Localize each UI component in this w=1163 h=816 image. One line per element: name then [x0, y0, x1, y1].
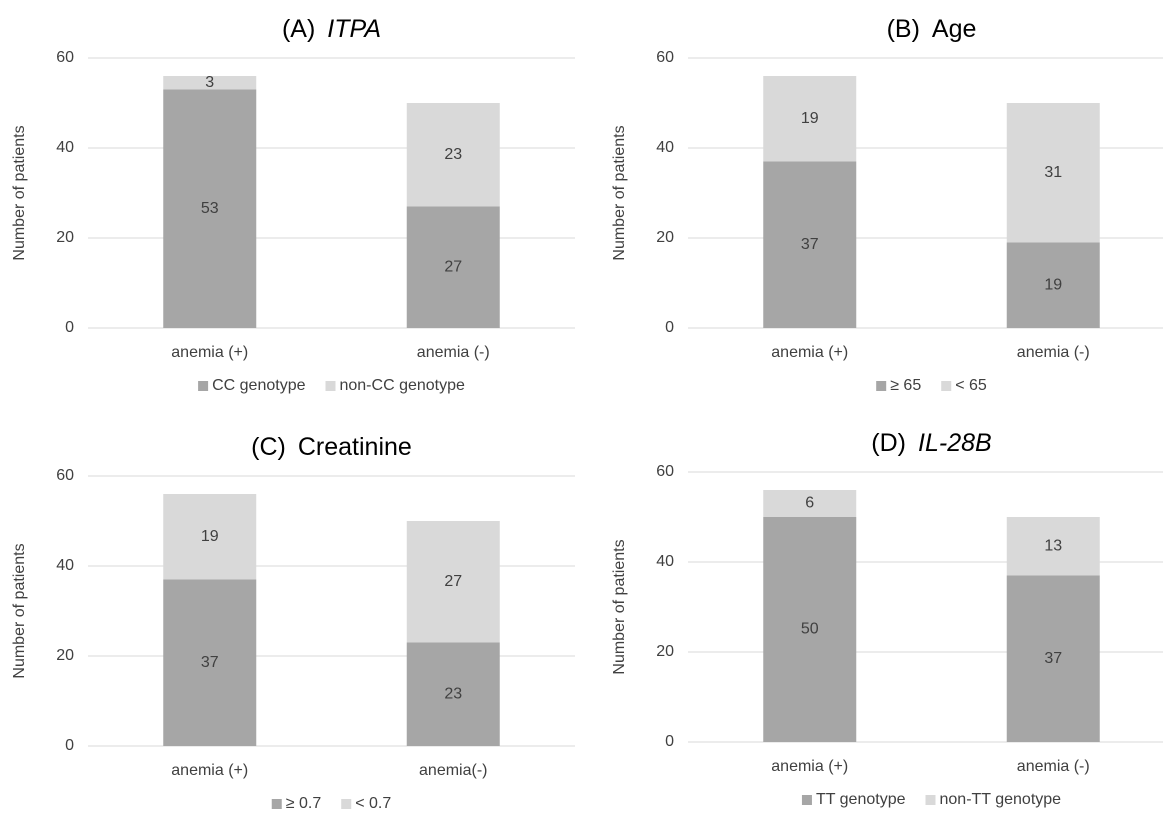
chart-title: (A) ITPA [282, 15, 381, 43]
legend-label: CC genotype [212, 377, 305, 394]
legend: CC genotype non-CC genotype [198, 377, 465, 394]
legend-label: TT genotype [816, 791, 906, 808]
chart-title: (D) IL-28B [871, 429, 991, 457]
x-tick-label: anemia (+) [771, 344, 848, 361]
chart-title: (C) Creatinine [251, 433, 412, 461]
x-tick-label: anemia (+) [771, 758, 848, 775]
legend: TT genotype non-TT genotype [801, 791, 1061, 808]
legend-label: ≥ 0.7 [286, 795, 322, 812]
x-tick-label: anemia(-) [419, 762, 487, 779]
y-axis-label: Number of patients [11, 543, 28, 678]
y-axis-label: Number of patients [611, 125, 628, 260]
legend-label: ≥ 65 [890, 377, 921, 394]
title-text: IL-28B [918, 429, 992, 457]
legend: ≥ 0.7 < 0.7 [271, 795, 391, 812]
legend-swatch [198, 381, 209, 391]
legend-swatch [925, 795, 936, 805]
data-label: 53 [201, 200, 219, 217]
data-label: 19 [801, 110, 819, 127]
bar-segment [163, 494, 257, 580]
panel-label: (D) [871, 429, 906, 457]
bar-segment [406, 642, 500, 746]
x-tick-label: anemia (+) [171, 344, 248, 361]
bar-segment [763, 490, 857, 517]
panel-label: (C) [251, 433, 286, 461]
bar-segment [1006, 575, 1100, 742]
y-tick-label: 60 [56, 49, 74, 66]
legend-label: non-TT genotype [939, 791, 1061, 808]
bar-segment [406, 103, 500, 207]
bar-segment [1006, 242, 1100, 328]
y-tick-label: 40 [656, 553, 674, 570]
y-axis-label: Number of patients [11, 125, 28, 260]
legend-swatch [271, 799, 282, 809]
chart-panel: (D) IL-28B Number of patients 0 20 40 60 anemia… [611, 429, 1163, 808]
data-label: 19 [201, 528, 219, 545]
y-tick-label: 0 [65, 319, 74, 336]
data-label: 19 [1044, 276, 1062, 293]
title-text: Creatinine [298, 433, 412, 461]
legend-label: non-CC genotype [339, 377, 465, 394]
legend-swatch [325, 381, 336, 391]
title-text: Age [932, 15, 976, 43]
panel-label: (A) [282, 15, 315, 43]
y-tick-label: 0 [65, 737, 74, 754]
y-axis-label: Number of patients [611, 539, 628, 674]
x-tick-label: anemia (-) [417, 344, 490, 361]
panel-label: (B) [887, 15, 920, 43]
y-tick-label: 0 [665, 733, 674, 750]
data-label: 37 [801, 236, 819, 253]
legend-label: < 65 [955, 377, 987, 394]
y-tick-label: 40 [56, 139, 74, 156]
y-tick-label: 0 [665, 319, 674, 336]
bar-segment [763, 76, 857, 162]
legend: ≥ 65 < 65 [876, 377, 987, 394]
legend-swatch [941, 381, 952, 391]
legend-swatch [876, 381, 887, 391]
data-label: 23 [444, 146, 462, 163]
bar-segment [763, 161, 857, 328]
data-label: 31 [1044, 164, 1062, 181]
title-text: ITPA [327, 15, 381, 43]
y-tick-label: 20 [656, 643, 674, 660]
data-label: 3 [205, 74, 214, 91]
bar-segment [406, 206, 500, 328]
data-label: 13 [1044, 537, 1062, 554]
y-tick-label: 60 [656, 463, 674, 480]
data-label: 37 [201, 654, 219, 671]
chart-panel: (B) Age Number of patients 0 20 40 60 anemia (+… [611, 15, 1163, 394]
y-tick-label: 40 [656, 139, 674, 156]
chart-panel: (C) Creatinine Number of patients 0 20 40 60 an… [11, 433, 575, 812]
data-label: 27 [444, 573, 462, 590]
x-tick-label: anemia (+) [171, 762, 248, 779]
x-tick-label: anemia (-) [1017, 758, 1090, 775]
bar-segment [1006, 517, 1100, 576]
legend-swatch [801, 795, 812, 805]
data-label: 27 [444, 258, 462, 275]
legend-swatch [341, 799, 352, 809]
chart-panel: (A) ITPA Number of patients 0 20 40 60 anemia (… [11, 15, 575, 394]
bar-segment [763, 517, 857, 742]
y-tick-label: 20 [56, 647, 74, 664]
y-tick-label: 60 [656, 49, 674, 66]
bar-segment [1006, 103, 1100, 243]
y-tick-label: 60 [56, 467, 74, 484]
bar-segment [163, 89, 257, 328]
y-tick-label: 20 [656, 229, 674, 246]
data-label: 50 [801, 621, 819, 638]
x-tick-label: anemia (-) [1017, 344, 1090, 361]
bar-segment [163, 76, 257, 90]
bar-segment [406, 521, 500, 643]
chart-title: (B) Age [887, 15, 977, 43]
data-label: 6 [805, 495, 814, 512]
y-tick-label: 20 [56, 229, 74, 246]
data-label: 23 [444, 685, 462, 702]
bar-segment [163, 579, 257, 746]
data-label: 37 [1044, 650, 1062, 667]
y-tick-label: 40 [56, 557, 74, 574]
legend-label: < 0.7 [355, 795, 391, 812]
